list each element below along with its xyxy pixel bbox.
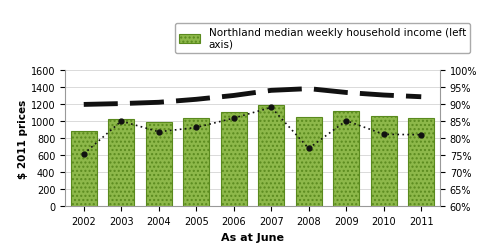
Legend: Northland median weekly household income (left
axis): Northland median weekly household income… — [175, 24, 470, 54]
Bar — [183, 119, 210, 207]
X-axis label: As at June: As at June — [221, 232, 284, 242]
Bar — [70, 132, 97, 207]
Bar — [296, 117, 322, 207]
Bar — [370, 117, 397, 207]
Bar — [220, 112, 247, 207]
Bar — [108, 120, 134, 207]
Bar — [408, 118, 434, 207]
Y-axis label: $ 2011 prices: $ 2011 prices — [18, 99, 28, 178]
Bar — [333, 111, 359, 207]
Bar — [258, 106, 284, 207]
Bar — [146, 122, 172, 207]
